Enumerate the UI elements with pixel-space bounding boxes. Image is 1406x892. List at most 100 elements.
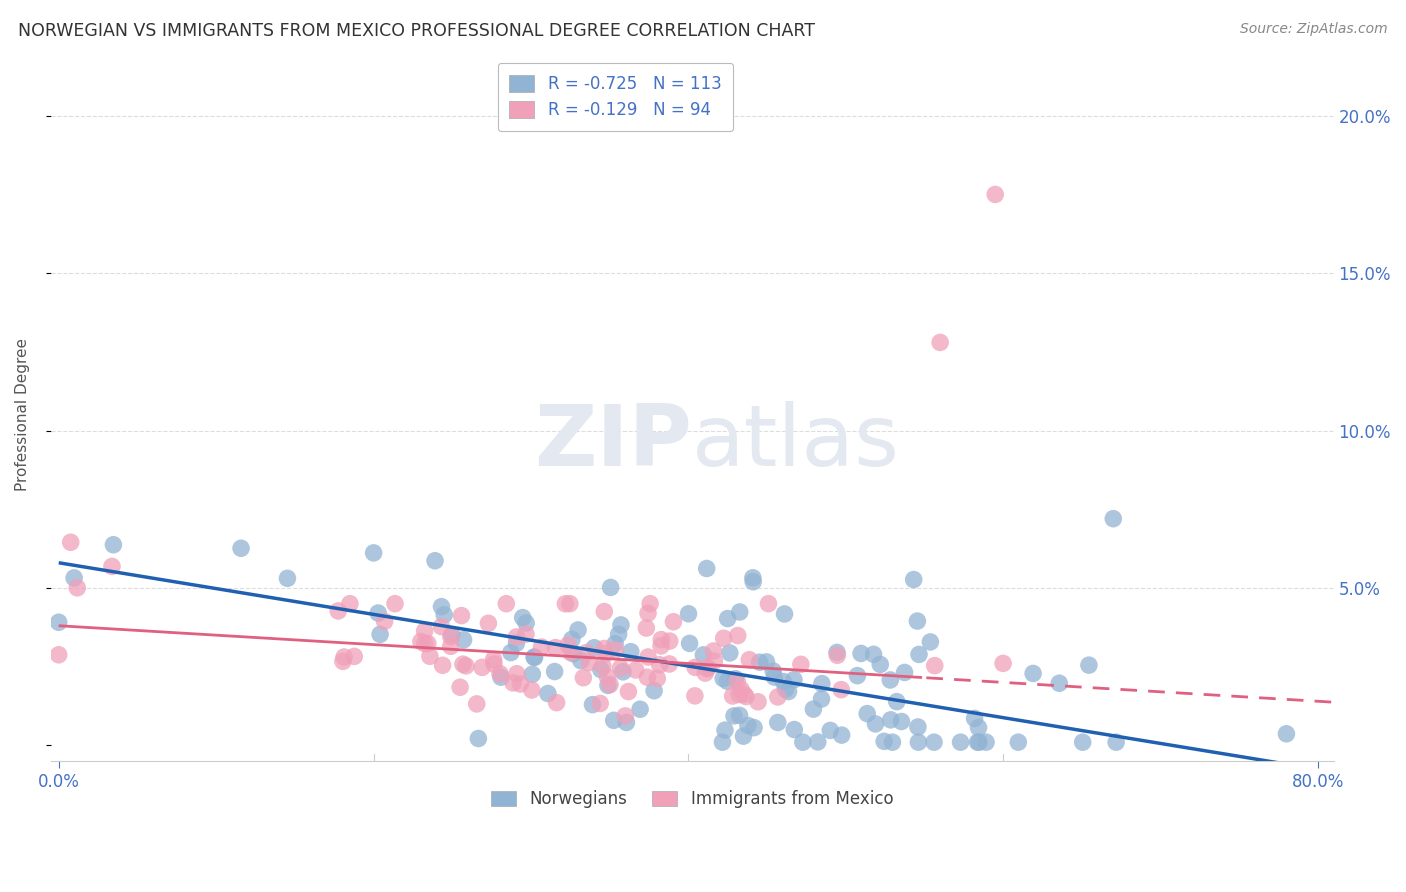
Point [879, 673, 901, 687]
Point [423, 554, 446, 568]
Point [711, 735, 734, 749]
Point [567, 623, 589, 637]
Point [882, 735, 904, 749]
Point [922, 735, 945, 749]
Point [696, 662, 718, 676]
Text: atlas: atlas [692, 401, 900, 484]
Point [924, 658, 946, 673]
Point [440, 627, 463, 641]
Point [741, 571, 763, 585]
Point [596, 670, 619, 684]
Point [413, 624, 436, 638]
Point [506, 666, 529, 681]
Point [1105, 735, 1128, 749]
Point [695, 666, 717, 681]
Point [733, 687, 755, 701]
Point [48, 615, 70, 630]
Point [374, 615, 396, 629]
Point [1047, 676, 1070, 690]
Point [419, 649, 441, 664]
Point [846, 668, 869, 682]
Point [772, 674, 794, 689]
Point [63, 571, 86, 585]
Point [974, 735, 997, 749]
Point [967, 721, 990, 735]
Point [733, 729, 755, 743]
Point [717, 611, 740, 625]
Point [825, 645, 848, 659]
Point [599, 677, 621, 691]
Point [748, 655, 770, 669]
Point [763, 670, 786, 684]
Point [738, 653, 761, 667]
Point [723, 709, 745, 723]
Point [1022, 666, 1045, 681]
Point [716, 674, 738, 689]
Point [489, 670, 512, 684]
Point [820, 723, 842, 738]
Point [593, 641, 616, 656]
Point [711, 672, 734, 686]
Point [450, 608, 472, 623]
Point [792, 735, 814, 749]
Point [783, 673, 806, 687]
Point [648, 657, 671, 672]
Point [575, 646, 598, 660]
Point [908, 648, 931, 662]
Point [614, 709, 637, 723]
Point [593, 605, 616, 619]
Point [742, 574, 765, 589]
Point [1102, 511, 1125, 525]
Point [810, 692, 832, 706]
Point [368, 627, 391, 641]
Point [515, 615, 537, 630]
Point [775, 682, 797, 697]
Point [59, 535, 82, 549]
Point [737, 718, 759, 732]
Point [343, 649, 366, 664]
Point [430, 599, 453, 614]
Point [790, 657, 813, 672]
Point [229, 541, 252, 556]
Point [830, 682, 852, 697]
Point [569, 654, 592, 668]
Point [966, 735, 988, 749]
Point [482, 657, 505, 671]
Point [728, 605, 751, 619]
Point [589, 663, 612, 677]
Point [869, 657, 891, 672]
Point [572, 671, 595, 685]
Legend: Norwegians, Immigrants from Mexico: Norwegians, Immigrants from Mexico [485, 784, 900, 815]
Point [727, 629, 749, 643]
Text: Source: ZipAtlas.com: Source: ZipAtlas.com [1240, 22, 1388, 37]
Point [811, 676, 834, 690]
Point [454, 659, 477, 673]
Point [471, 660, 494, 674]
Point [512, 610, 534, 624]
Point [333, 650, 356, 665]
Point [520, 683, 543, 698]
Point [610, 618, 633, 632]
Point [339, 597, 361, 611]
Point [831, 728, 853, 742]
Point [724, 672, 747, 686]
Point [1077, 658, 1099, 673]
Y-axis label: Professional Degree: Professional Degree [15, 338, 30, 491]
Point [728, 688, 751, 702]
Point [636, 670, 658, 684]
Point [416, 636, 439, 650]
Point [432, 658, 454, 673]
Point [544, 640, 567, 655]
Point [482, 652, 505, 666]
Point [903, 573, 925, 587]
Point [495, 597, 517, 611]
Point [773, 607, 796, 621]
Text: ZIP: ZIP [534, 401, 692, 484]
Point [963, 711, 986, 725]
Point [637, 650, 659, 665]
Point [967, 735, 990, 749]
Point [384, 597, 406, 611]
Text: NORWEGIAN VS IMMIGRANTS FROM MEXICO PROFESSIONAL DEGREE CORRELATION CHART: NORWEGIAN VS IMMIGRANTS FROM MEXICO PROF… [18, 22, 815, 40]
Point [638, 597, 661, 611]
Point [650, 632, 672, 647]
